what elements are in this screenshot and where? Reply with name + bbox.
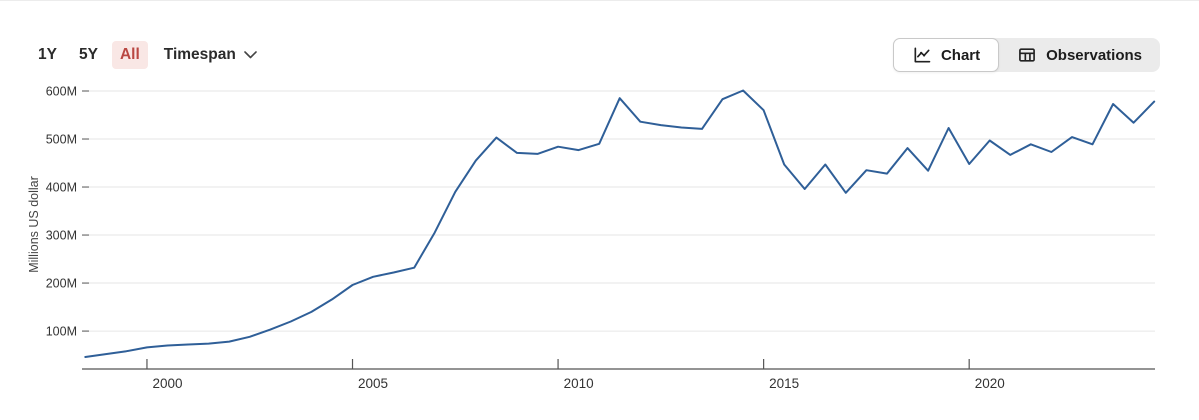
y-tick-label: 600M	[46, 85, 77, 99]
chart-view-label: Chart	[940, 46, 981, 64]
table-icon	[1019, 48, 1036, 62]
y-tick-label: 100M	[46, 325, 77, 339]
data-line	[84, 89, 1156, 358]
timespan-dropdown[interactable]: Timespan	[158, 41, 263, 69]
observations-view-label: Observations	[1046, 46, 1142, 64]
timespan-label: Timespan	[163, 46, 236, 63]
y-tick-label: 500M	[46, 133, 77, 147]
view-toggle: Chart Observations	[892, 38, 1160, 72]
x-tick-label: 2020	[975, 376, 1005, 391]
chart-controls-row: 1Y 5Y All Timespan Chart	[0, 1, 1199, 73]
y-tick-label: 200M	[46, 277, 77, 291]
range-1y-button[interactable]: 1Y	[30, 41, 65, 69]
y-axis-title: Millions US dollar	[27, 176, 41, 273]
y-tick-label: 300M	[46, 229, 77, 243]
timespan-range-group: 1Y 5Y All Timespan	[30, 41, 263, 69]
x-tick-label: 2000	[152, 376, 182, 391]
chevron-down-icon	[244, 50, 257, 59]
x-tick-label: 2005	[358, 376, 388, 391]
x-tick-label: 2015	[769, 376, 799, 391]
range-all-button[interactable]: All	[111, 41, 148, 69]
range-5y-button[interactable]: 5Y	[71, 41, 106, 69]
observations-view-button[interactable]: Observations	[999, 38, 1160, 72]
line-chart-icon	[914, 47, 931, 63]
x-tick-label: 2010	[564, 376, 594, 391]
chart-view-button[interactable]: Chart	[892, 38, 1000, 72]
y-tick-label: 400M	[46, 181, 77, 195]
